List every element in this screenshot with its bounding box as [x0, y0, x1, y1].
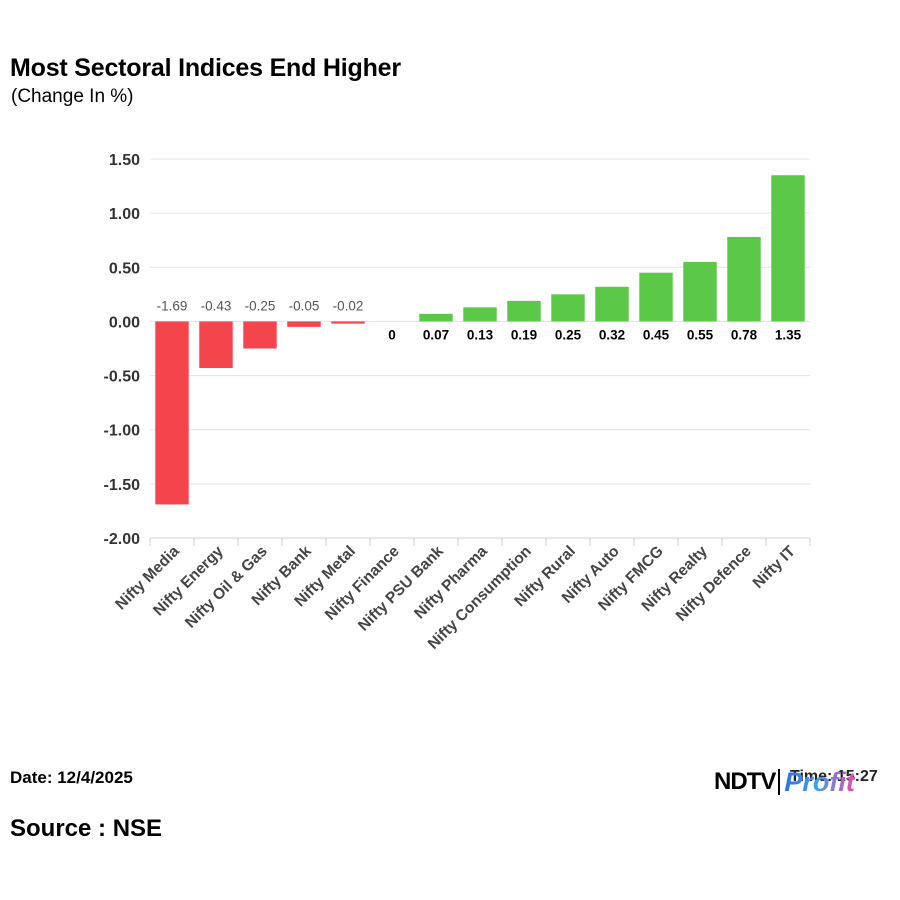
- x-tick-label: Nifty IT: [750, 542, 800, 592]
- logo-separator: [778, 769, 781, 795]
- data-label: 0.25: [555, 327, 582, 342]
- bar-nifty-it: [771, 175, 805, 322]
- data-label: 0.55: [687, 327, 714, 342]
- data-label: 0: [388, 327, 396, 342]
- time-label: Time: 15:27: [790, 768, 878, 785]
- data-label: -0.02: [333, 298, 364, 313]
- data-label: 0.19: [511, 327, 537, 342]
- bar-nifty-realty: [683, 261, 717, 322]
- bar-nifty-defence: [727, 236, 761, 322]
- y-tick-label: 1.00: [109, 206, 140, 223]
- logo-ndtv-text: NDTV: [714, 768, 776, 795]
- y-tick-label: -1.50: [104, 477, 141, 494]
- x-tick-label: Nifty Defence: [673, 543, 755, 625]
- data-label: 1.35: [775, 327, 802, 342]
- logo-profit-text: Profit: [784, 766, 855, 797]
- ndtv-profit-logo: NDTV Profit: [714, 765, 855, 799]
- bar-nifty-metal: [331, 321, 365, 324]
- data-label: -0.05: [289, 298, 320, 313]
- bar-nifty-psu-bank: [419, 313, 453, 322]
- bar-chart: 1.50 1.00 0.50 0.00 -0.50 -1.00 -1.50 -2.00 -1.6…: [104, 152, 811, 653]
- data-label: 0.32: [599, 327, 625, 342]
- data-label: -1.69: [157, 298, 188, 313]
- bar-nifty-pharma: [463, 307, 497, 322]
- y-tick-label: 0.50: [109, 260, 140, 277]
- bar-nifty-media: [155, 321, 189, 505]
- y-tick-label: -0.50: [104, 369, 141, 386]
- data-label: 0.07: [423, 327, 449, 342]
- date-label: Date: 12/4/2025: [10, 768, 133, 787]
- data-label: -0.43: [201, 298, 232, 313]
- y-tick-label: -2.00: [104, 531, 141, 548]
- bar-nifty-energy: [199, 321, 233, 368]
- bar-nifty-oil-gas: [243, 321, 277, 349]
- y-tick-label: 1.50: [109, 152, 140, 169]
- bar-nifty-fmcg: [639, 272, 673, 322]
- data-label: 0.13: [467, 327, 494, 342]
- y-tick-label: -1.00: [104, 423, 141, 440]
- data-label: -0.25: [245, 298, 276, 313]
- y-tick-label: 0.00: [109, 314, 140, 331]
- data-label: 0.78: [731, 327, 758, 342]
- chart-subtitle: (Change In %): [11, 86, 134, 107]
- bar-nifty-rural: [551, 294, 585, 322]
- bar-nifty-bank: [287, 321, 321, 327]
- source-label: Source : NSE: [10, 815, 163, 842]
- bar-nifty-consumption: [507, 300, 541, 322]
- data-label: 0.45: [643, 327, 670, 342]
- chart-title: Most Sectoral Indices End Higher: [10, 54, 401, 82]
- bar-nifty-auto: [595, 286, 629, 322]
